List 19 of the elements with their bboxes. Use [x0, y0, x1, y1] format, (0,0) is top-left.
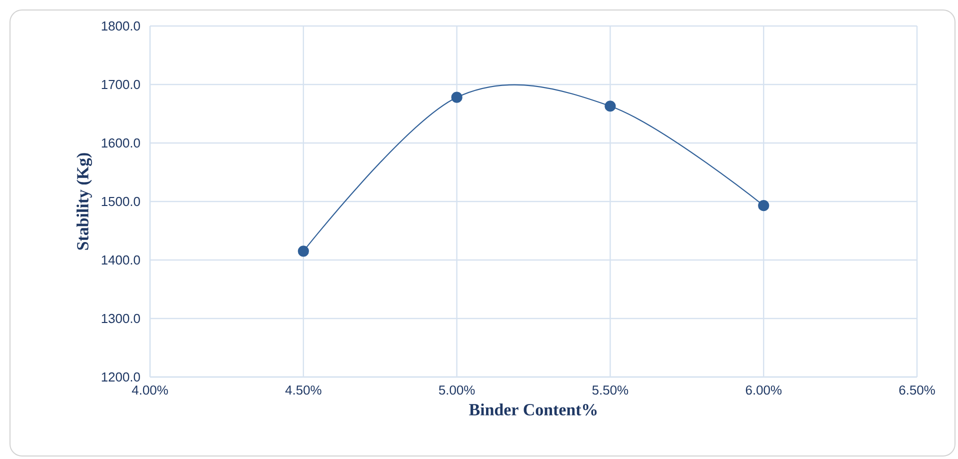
y-tick-label: 1600.0	[102, 138, 140, 148]
point	[604, 100, 616, 112]
y-axis-title: Stability (Kg)	[76, 153, 92, 250]
x-tick-label: 5.00%	[438, 386, 475, 395]
point	[758, 200, 770, 212]
x-tick-label: 4.50%	[285, 386, 322, 395]
y-tick-label: 1200.0	[102, 372, 140, 382]
point	[298, 246, 309, 257]
y-tick-label: 1700.0	[102, 80, 140, 90]
y-tick-label: 1300.0	[102, 314, 140, 324]
point	[451, 92, 462, 103]
x-tick-label: 6.00%	[746, 386, 782, 395]
y-tick-label: 1500.0	[102, 196, 140, 206]
x-tick-label: 4.00%	[132, 386, 168, 395]
y-tick-label: 1800.0	[102, 21, 140, 31]
y-tick-label: 1400.0	[102, 255, 140, 265]
x-axis-title: Binder Content%	[469, 404, 597, 416]
x-tick-label: 6.50%	[899, 386, 935, 395]
x-tick-label: 5.50%	[592, 386, 628, 395]
